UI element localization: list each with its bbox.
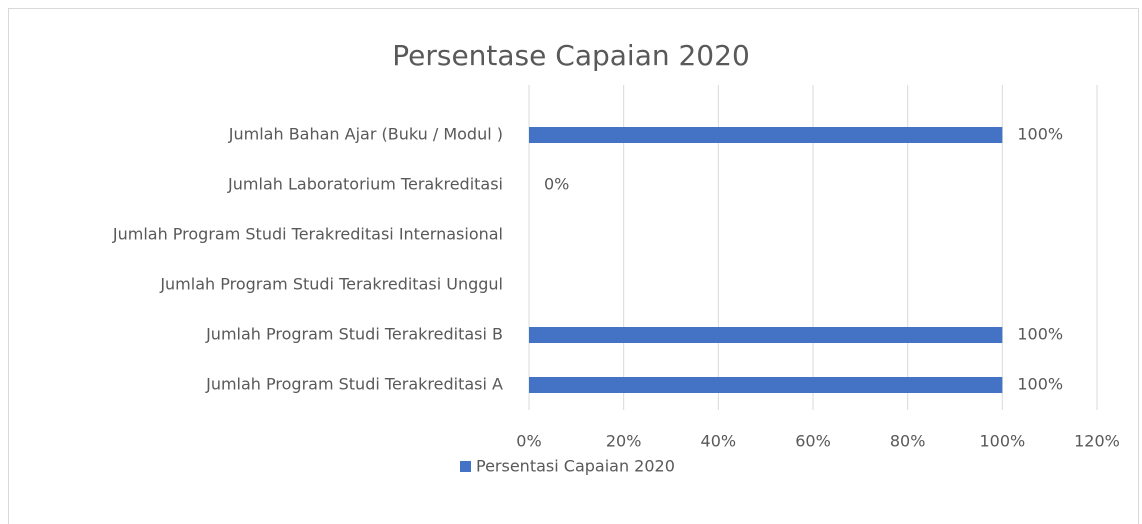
- y-tick-label: Jumlah Bahan Ajar (Buku / Modul ): [228, 125, 503, 144]
- legend-label: Persentasi Capaian 2020: [476, 457, 675, 476]
- x-tick-label: 60%: [795, 432, 831, 451]
- chart-border: [8, 8, 1139, 524]
- data-label: 0%: [544, 175, 569, 194]
- x-tick-label: 80%: [890, 432, 926, 451]
- x-tick-label: 120%: [1074, 432, 1120, 451]
- bar: [529, 377, 1003, 393]
- bar: [529, 327, 1003, 343]
- data-label: 100%: [1017, 375, 1063, 394]
- y-tick-label: Jumlah Program Studi Terakreditasi B: [205, 325, 503, 344]
- data-label: 100%: [1017, 325, 1063, 344]
- y-tick-label: Jumlah Program Studi Terakreditasi Unggu…: [159, 275, 503, 294]
- legend-swatch: [460, 461, 471, 472]
- bar: [529, 127, 1003, 143]
- y-tick-label: Jumlah Program Studi Terakreditasi A: [205, 375, 503, 394]
- y-tick-label: Jumlah Program Studi Terakreditasi Inter…: [112, 225, 503, 244]
- x-tick-label: 100%: [979, 432, 1025, 451]
- data-label: 100%: [1017, 125, 1063, 144]
- x-tick-label: 40%: [701, 432, 737, 451]
- x-tick-label: 0%: [516, 432, 541, 451]
- y-tick-label: Jumlah Laboratorium Terakreditasi: [227, 175, 503, 194]
- x-tick-label: 20%: [606, 432, 642, 451]
- chart-title: Persentase Capaian 2020: [392, 39, 750, 72]
